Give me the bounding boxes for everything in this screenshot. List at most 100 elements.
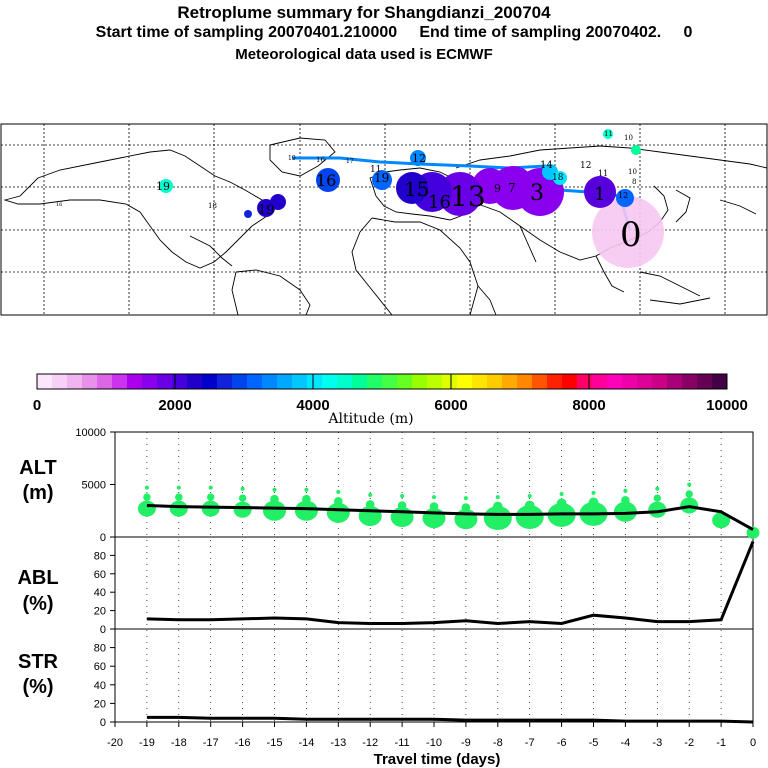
x-tick-label: -13 bbox=[330, 737, 346, 749]
map-label-10b: 10 bbox=[628, 168, 637, 176]
x-tick-label: -8 bbox=[493, 737, 503, 749]
colorbar-tick-label: 4000 bbox=[296, 397, 329, 414]
map-label-9: 9 bbox=[494, 182, 501, 195]
colorbar-cell bbox=[82, 374, 98, 389]
alt-cluster-main bbox=[648, 501, 667, 518]
colorbar-cell bbox=[397, 374, 413, 389]
colorbar-cell bbox=[232, 374, 248, 389]
alt-cluster-main bbox=[712, 512, 731, 529]
x-tick-label: -9 bbox=[461, 737, 471, 749]
plume-cluster-12 bbox=[316, 168, 340, 192]
abl-unit: (%) bbox=[22, 593, 53, 615]
alt-cluster-main bbox=[294, 500, 318, 521]
colorbar-cell bbox=[442, 374, 458, 389]
alt-cluster-upper bbox=[238, 494, 247, 502]
alt-cluster-upper bbox=[524, 500, 535, 511]
alt-cluster-upper bbox=[270, 494, 279, 504]
colorbar-cell bbox=[262, 374, 278, 389]
alt-cluster-upper bbox=[461, 503, 471, 512]
alt-cluster-main bbox=[326, 502, 350, 523]
colorbar-cell bbox=[187, 374, 203, 389]
alt-cluster-upper bbox=[556, 498, 567, 509]
colorbar-cell bbox=[622, 374, 638, 389]
x-axis-title: Travel time (days) bbox=[374, 751, 501, 768]
plume-cluster-14 bbox=[257, 199, 275, 217]
map-label-3: 3 bbox=[530, 181, 544, 206]
colorbar-cell bbox=[502, 374, 518, 389]
alt-cluster-top bbox=[176, 485, 181, 490]
colorbar-cell bbox=[52, 374, 68, 389]
plume-cluster-19 bbox=[631, 145, 641, 155]
colorbar-cell bbox=[652, 374, 668, 389]
alt-cluster-upper bbox=[653, 494, 661, 502]
map-label-10: 10 bbox=[624, 134, 633, 142]
x-tick-label: -10 bbox=[426, 737, 442, 749]
met-data-note: Meteorological data used is ECMWF bbox=[235, 46, 493, 63]
alt-cluster-top bbox=[144, 485, 149, 490]
colorbar-cell bbox=[712, 374, 728, 389]
colorbar-cell bbox=[472, 374, 488, 389]
plume-cluster-15 bbox=[244, 210, 252, 218]
alt-tick-label: 0 bbox=[100, 532, 106, 544]
alt-cluster-main bbox=[201, 500, 220, 517]
alt-cluster-top bbox=[432, 495, 436, 500]
map-label-12b: 12 bbox=[580, 161, 591, 171]
alt-cluster-main bbox=[263, 500, 286, 521]
alt-cluster-top bbox=[208, 485, 213, 490]
str-tick-label: 20 bbox=[94, 698, 106, 710]
colorbar-cell bbox=[382, 374, 398, 389]
alt-unit: (m) bbox=[22, 482, 53, 504]
abl-tick-label: 0 bbox=[100, 624, 106, 636]
plume-cluster-18 bbox=[603, 129, 613, 139]
x-tick-label: -16 bbox=[235, 737, 251, 749]
x-tick-label: -17 bbox=[203, 737, 219, 749]
x-tick-label: -7 bbox=[525, 737, 535, 749]
chart-title: Retroplume summary for Shangdianzi_20070… bbox=[177, 3, 551, 22]
colorbar-cell bbox=[697, 374, 713, 389]
colorbar-cell bbox=[157, 374, 173, 389]
sampling-times: Start time of sampling 20070401.210000 E… bbox=[95, 24, 693, 41]
map-label-19c: 19 bbox=[156, 180, 170, 193]
colorbar-tick-label: 6000 bbox=[434, 397, 467, 414]
alt-cluster-top bbox=[687, 482, 692, 487]
x-tick-label: -11 bbox=[395, 737, 410, 749]
map-label-8: 8 bbox=[632, 178, 636, 186]
colorbar-cell bbox=[127, 374, 143, 389]
plume-day-labels: 0 1 3 13 16 15 9 7 16 19 11 12 19 19 14 … bbox=[56, 130, 642, 255]
alt-cluster-upper bbox=[397, 501, 407, 510]
colorbar-cell bbox=[457, 374, 473, 389]
map-label-11b: 11 bbox=[598, 169, 608, 178]
colorbar-cell bbox=[592, 374, 608, 389]
colorbar-cell bbox=[292, 374, 308, 389]
map-label-1: 1 bbox=[594, 184, 605, 205]
x-tick-label: -20 bbox=[107, 737, 123, 749]
alt-tick-label: 10000 bbox=[75, 427, 106, 439]
map-label-17: 17 bbox=[346, 158, 354, 165]
map-label-18: 18 bbox=[552, 173, 564, 183]
map-label-16c: 16 bbox=[316, 156, 325, 164]
x-tick-label: -3 bbox=[652, 737, 662, 749]
plume-origin-cluster bbox=[592, 196, 664, 268]
str-label: STR bbox=[18, 651, 59, 673]
map-label-15: 15 bbox=[404, 177, 429, 201]
colorbar-tick-label: 2000 bbox=[158, 397, 191, 414]
colorbar-title: Altitude (m) bbox=[327, 411, 413, 427]
colorbar-cell bbox=[517, 374, 533, 389]
alt-cluster-top bbox=[495, 495, 500, 500]
colorbar-cell bbox=[667, 374, 683, 389]
x-tick-label: -4 bbox=[621, 737, 631, 749]
alt-cluster-top bbox=[240, 486, 245, 491]
alt-cluster-top bbox=[527, 494, 532, 499]
alt-mean-line bbox=[146, 504, 754, 531]
colorbar-cell bbox=[562, 374, 578, 389]
alt-cluster-main bbox=[515, 505, 544, 530]
map-label-18b: 18 bbox=[208, 202, 217, 210]
alt-cluster-upper bbox=[365, 500, 375, 509]
origin-label: 0 bbox=[620, 215, 642, 255]
colorbar-cell bbox=[112, 374, 128, 389]
abl-tick-label: 20 bbox=[94, 606, 106, 618]
colorbar-cell bbox=[142, 374, 158, 389]
alt-cluster-top bbox=[368, 493, 373, 497]
colorbar-cell bbox=[412, 374, 428, 389]
alt-cluster-upper bbox=[492, 501, 503, 512]
